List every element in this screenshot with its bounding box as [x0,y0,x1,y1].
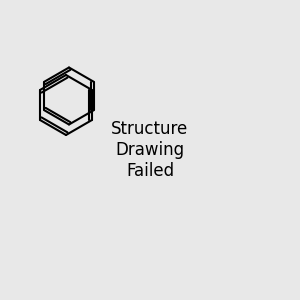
Text: Structure
Drawing
Failed: Structure Drawing Failed [111,120,189,180]
